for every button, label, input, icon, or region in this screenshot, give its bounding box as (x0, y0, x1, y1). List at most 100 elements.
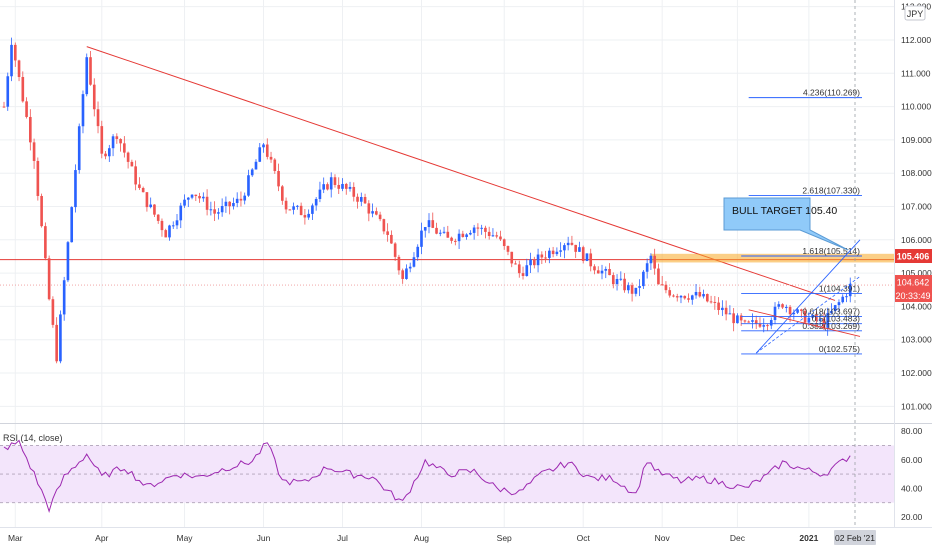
currency-badge[interactable] (904, 5, 926, 21)
candle-body (10, 44, 13, 77)
candle-body (487, 231, 491, 236)
grid-layer (0, 0, 894, 527)
candle-body (55, 324, 58, 362)
candle-body (514, 263, 517, 265)
candle-body (119, 138, 122, 144)
candle-body (21, 76, 25, 102)
time-tick-label: 2021 (799, 533, 818, 543)
time-tick-label: Oct (577, 533, 591, 543)
candle-body (205, 196, 209, 210)
candle-body (559, 250, 562, 252)
candle-body (66, 242, 70, 281)
candle-body (638, 286, 641, 288)
candle-body (713, 301, 717, 303)
candle-body (815, 314, 818, 321)
candle-body (611, 275, 615, 285)
candle-body (833, 305, 837, 312)
candle-body (269, 156, 273, 160)
candle-body (363, 197, 367, 204)
candle-body (217, 212, 220, 214)
candle-body (40, 195, 43, 227)
candle-body (548, 250, 551, 258)
candle-body (281, 186, 284, 201)
candle-body (175, 220, 179, 226)
candle-body (502, 239, 506, 247)
price-tick-label: 112.000 (901, 35, 931, 45)
candle-body (536, 254, 540, 266)
candle-body (694, 291, 698, 296)
candle-body (311, 205, 314, 214)
candle-body (630, 285, 634, 294)
candle-body (431, 220, 435, 228)
price-tick-label: 109.000 (901, 135, 932, 145)
candle-body (435, 227, 438, 234)
candle-body (517, 264, 521, 274)
candle-body (258, 147, 262, 162)
candle-body (265, 144, 269, 157)
candle-body (243, 195, 247, 201)
rsi-tick-label: 20.00 (901, 512, 923, 522)
candle-body (769, 320, 773, 326)
candle-body (563, 245, 566, 251)
time-tick-label: Apr (95, 533, 108, 543)
candle-body (59, 314, 62, 362)
candle-body (521, 273, 525, 276)
fib-level-label: 0.382(103.269) (802, 321, 860, 331)
candle-body (709, 301, 713, 303)
candle-body (608, 268, 611, 276)
candle-body (837, 302, 841, 306)
candle-body (401, 270, 404, 279)
price-tick-label: 103.000 (901, 335, 932, 345)
candle-body (747, 321, 751, 323)
candle-body (845, 296, 848, 298)
candle-body (314, 198, 318, 206)
candle-body (344, 183, 348, 189)
candle-body (690, 295, 694, 300)
candle-body (156, 214, 160, 221)
candle-body (446, 231, 450, 238)
candle-body (499, 236, 502, 240)
candle-body (179, 205, 183, 221)
candle-body (202, 196, 205, 199)
candle-body (423, 227, 427, 231)
candle-body (566, 242, 570, 246)
candle-body (235, 198, 239, 204)
candle-body (788, 306, 792, 315)
candle-body (288, 209, 292, 211)
candle-body (589, 253, 593, 267)
time-tick-label: Jul (337, 533, 348, 543)
candle-body (706, 294, 709, 302)
last-price-tag: 104.642 20:33:49 (895, 275, 932, 302)
candle-body (307, 213, 310, 218)
candle-body (250, 169, 254, 176)
candle-body (333, 177, 337, 185)
candle-body (634, 287, 638, 294)
candle-body (461, 233, 465, 237)
axis-layer: 101.000 102.000 103.000 104.000 105.000 106.0… (8, 2, 932, 543)
candle-body (841, 296, 845, 303)
candle-body (687, 298, 690, 300)
candle-body (359, 197, 363, 202)
candles-layer (2, 37, 852, 364)
candle-body (807, 317, 811, 323)
candle-body (540, 254, 544, 258)
bull-target-callout[interactable]: BULL TARGET 105.40 (723, 197, 849, 251)
candle-body (484, 227, 487, 232)
candle-body (115, 136, 119, 139)
candle-body (198, 196, 201, 199)
candle-body (593, 266, 596, 271)
time-tick-label: Sep (497, 533, 512, 543)
candle-body (450, 237, 453, 241)
price-tick-label: 106.000 (901, 235, 932, 245)
candle-body (848, 284, 852, 297)
current-price-value: 105.406 (897, 252, 930, 262)
fib-level-label: 1(104.391) (819, 283, 860, 293)
channel-lower (748, 309, 861, 337)
candle-body (296, 205, 299, 207)
candle-body (454, 240, 457, 242)
candle-body (149, 204, 152, 208)
rsi-tick-label: 80.00 (901, 426, 923, 436)
candle-body (405, 268, 408, 279)
